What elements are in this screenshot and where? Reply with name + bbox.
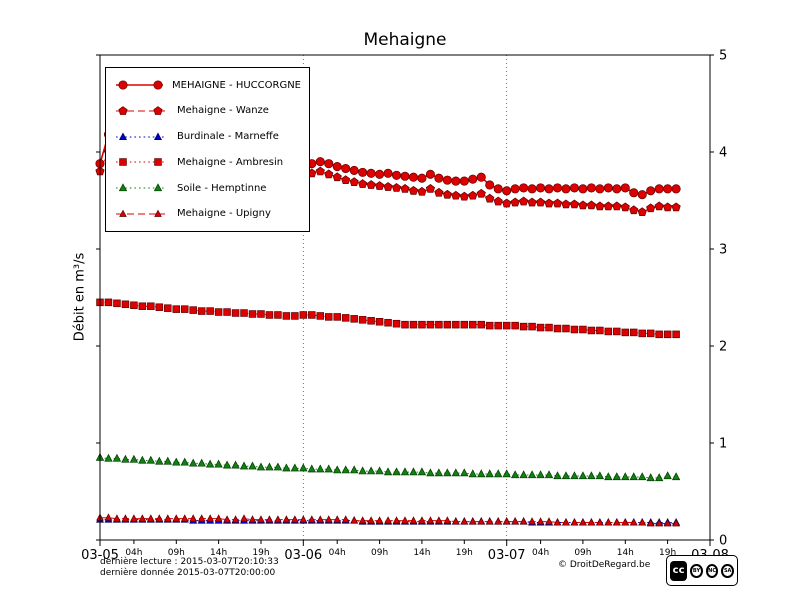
svg-text:3: 3 — [719, 243, 727, 258]
legend-item: Burdinale - Marneffe — [113, 127, 301, 147]
last-data-text: dernière donnée 2015-03-07T20:00:00 — [100, 568, 276, 578]
svg-text:03-06: 03-06 — [284, 548, 322, 563]
svg-text:2: 2 — [719, 340, 727, 355]
legend-label: Burdinale - Marneffe — [177, 131, 279, 143]
svg-text:14h: 14h — [413, 548, 430, 558]
series-soile-hemptinne — [95, 452, 681, 482]
cc-by-icon: BY — [690, 563, 703, 578]
legend-sample-icon — [116, 158, 165, 167]
legend-item: Soile - Hemptinne — [113, 178, 301, 198]
svg-text:19h: 19h — [659, 548, 676, 558]
svg-text:14h: 14h — [210, 548, 227, 558]
y-axis-label: Débit en m³/s — [72, 252, 88, 342]
legend-item: Mehaigne - Wanze — [113, 101, 301, 121]
gridlines — [302, 55, 508, 540]
plot-frame — [99, 54, 711, 541]
legend-item: Mehaigne - Upigny — [113, 204, 301, 224]
legend-item: MEHAIGNE - HUCCORGNE — [113, 75, 301, 95]
copyright-text: © DroitDeRegard.be — [558, 560, 651, 570]
svg-text:09h: 09h — [371, 548, 388, 558]
svg-text:04h: 04h — [532, 548, 549, 558]
y-axis-ticks: 0 1 2 3 4 5 — [96, 49, 727, 549]
cc-sa-icon: SA — [721, 563, 734, 578]
cc-logo-icon: cc — [670, 560, 688, 581]
legend-label: MEHAIGNE - HUCCORGNE — [172, 79, 301, 91]
legend-item: Mehaigne - Ambresin — [113, 152, 301, 172]
svg-text:09h: 09h — [574, 548, 591, 558]
svg-text:1: 1 — [719, 437, 727, 452]
svg-text:19h: 19h — [456, 548, 473, 558]
svg-text:0: 0 — [719, 534, 727, 549]
series-mehaigne-ambresin — [96, 298, 680, 339]
legend-label: Soile - Hemptinne — [177, 182, 267, 194]
svg-text:03-07: 03-07 — [488, 548, 526, 563]
svg-text:19h: 19h — [252, 548, 269, 558]
legend-sample-icon — [116, 80, 164, 90]
legend-label: Mehaigne - Upigny — [177, 208, 271, 220]
legend: MEHAIGNE - HUCCORGNE Mehaigne - Wanze Burd… — [105, 67, 310, 232]
svg-text:4: 4 — [719, 146, 727, 161]
cc-nc-icon: NC — [705, 563, 719, 578]
svg-text:09h: 09h — [168, 548, 185, 558]
chart-title: Mehaigne — [363, 30, 447, 50]
svg-text:14h: 14h — [617, 548, 634, 558]
legend-sample-icon — [116, 183, 165, 192]
svg-text:04h: 04h — [329, 548, 346, 558]
legend-sample-icon — [116, 209, 165, 217]
legend-label: Mehaigne - Ambresin — [177, 156, 284, 168]
svg-text:04h: 04h — [125, 548, 142, 558]
svg-text:03-05: 03-05 — [81, 548, 119, 563]
cc-license-badge: cc BY NC SA — [666, 555, 738, 586]
series-mehaigne-upigny — [96, 513, 680, 527]
svg-text:5: 5 — [719, 49, 727, 64]
legend-sample-icon — [116, 105, 165, 115]
last-reading-text: dernière lecture : 2015-03-07T20:10:33 — [100, 557, 279, 567]
legend-sample-icon — [116, 132, 165, 140]
legend-label: Mehaigne - Wanze — [177, 105, 269, 117]
